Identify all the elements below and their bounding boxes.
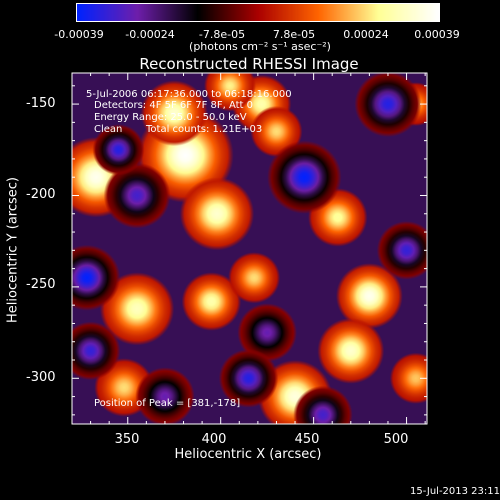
emission-source	[317, 317, 385, 384]
x-tick-label: 350	[114, 432, 140, 447]
peak-position-label: Position of Peak = [381,-178]	[94, 398, 241, 409]
timestamp: 15-Jul-2013 23:11	[409, 486, 500, 497]
x-tick-label: 500	[383, 432, 409, 447]
emission-source	[181, 272, 242, 331]
energy-range-label: Energy Range: 25.0 - 50.0 keV	[94, 112, 247, 123]
emission-source	[203, 73, 256, 112]
negative-sidelobe	[218, 349, 279, 408]
clean-label: Clean	[94, 124, 123, 135]
x-axis-label: Heliocentric X (arcsec)	[174, 447, 322, 462]
detectors-label: Detectors: 4F 5F 6F 7F 8F, Att 0	[94, 100, 254, 111]
negative-sidelobe	[237, 303, 297, 362]
colorbar-units: (photons cm⁻² s⁻¹ asec⁻²)	[189, 40, 331, 53]
negative-sidelobe	[72, 244, 121, 311]
y-tick-label: -200	[26, 187, 56, 202]
colorbar-tick-label: 7.8e-05	[272, 28, 316, 41]
time-range-label: 5-Jul-2006 06:17:36.000 to 06:18:16.000	[86, 89, 292, 100]
plot-frame	[71, 72, 428, 425]
negative-sidelobe	[72, 321, 121, 381]
negative-sidelobe	[135, 367, 195, 424]
y-tick-label: -150	[26, 96, 56, 111]
negative-sidelobe	[103, 162, 171, 229]
total-counts-label: Total counts: 1.21E+03	[146, 124, 263, 135]
negative-sidelobe	[293, 385, 353, 424]
emission-source	[140, 80, 208, 147]
negative-sidelobe	[354, 73, 422, 137]
y-tick-label: -300	[26, 370, 56, 385]
y-tick-label: -250	[26, 277, 56, 292]
emission-source	[389, 352, 427, 404]
colorbar-tick-label: 0.00039	[414, 28, 460, 41]
emission-source	[99, 272, 175, 346]
y-axis-label: Heliocentric Y (arcsec)	[5, 177, 21, 323]
chart-title: Reconstructed RHESSI Image	[139, 55, 359, 73]
negative-sidelobe	[376, 221, 427, 280]
emission-source	[179, 177, 255, 251]
colorbar-tick-label: 0.00024	[343, 28, 389, 41]
x-tick-label: 400	[201, 432, 227, 447]
negative-sidelobe	[92, 124, 145, 176]
colorbar-tick-label: -0.00024	[125, 28, 175, 41]
emission-source	[335, 263, 403, 329]
colorbar	[76, 3, 440, 22]
emission-source	[228, 252, 281, 304]
colorbar-tick-label: -0.00039	[54, 28, 104, 41]
colorbar-tick-label: -7.8e-05	[198, 28, 246, 41]
negative-sidelobe	[267, 140, 342, 214]
x-tick-label: 450	[294, 432, 320, 447]
